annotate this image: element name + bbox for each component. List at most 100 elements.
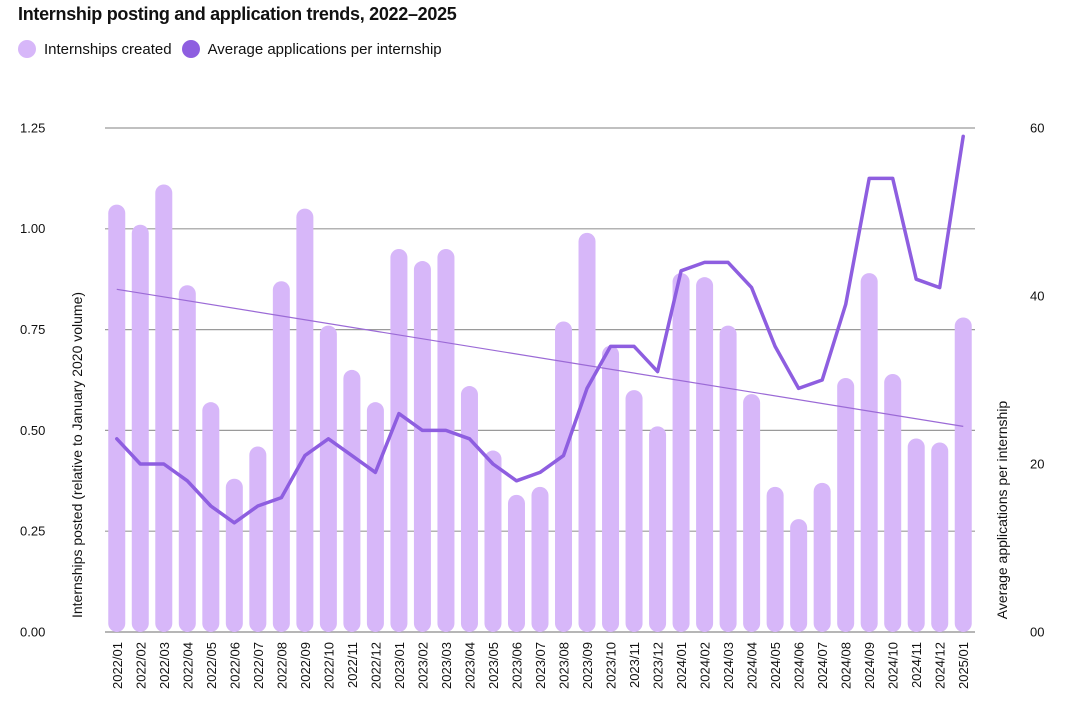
bar	[272, 281, 290, 632]
bars	[108, 184, 972, 632]
bar	[437, 248, 455, 632]
line-series	[115, 134, 965, 525]
bar	[507, 494, 525, 632]
bar	[907, 438, 925, 632]
x-tick-label: 2022/03	[157, 642, 172, 689]
bar	[672, 273, 690, 632]
bar	[225, 478, 243, 632]
x-tick-label: 2023/10	[604, 642, 619, 689]
bar	[319, 325, 337, 632]
x-tick-label: 2022/04	[180, 642, 195, 689]
x-tick-label: 2024/03	[721, 642, 736, 689]
x-tick-label: 2024/05	[768, 642, 783, 689]
bar	[790, 519, 808, 632]
bar	[813, 482, 831, 632]
bar	[719, 325, 737, 632]
x-tick-label: 2022/01	[110, 642, 125, 689]
bar	[837, 377, 855, 632]
x-tick-label: 2024/06	[792, 642, 807, 689]
x-tick-label: 2022/11	[345, 642, 360, 688]
bar	[249, 446, 267, 632]
x-tick-label: 2022/08	[274, 642, 289, 689]
x-tick-label: 2022/10	[321, 642, 336, 689]
bar	[696, 277, 714, 632]
y-tick-label: 1.25	[20, 120, 45, 135]
legend-label-applications: Average applications per internship	[207, 40, 442, 58]
bar	[954, 317, 972, 632]
bar	[131, 224, 149, 632]
bar	[366, 402, 384, 632]
bar	[602, 345, 620, 632]
y2-axis-title: Average applications per internship	[994, 401, 1010, 620]
trendline	[116, 288, 964, 427]
bar	[578, 232, 596, 632]
x-tick-label: 2023/12	[651, 642, 666, 689]
y-tick-label: 0.00	[20, 624, 45, 639]
bar	[296, 208, 314, 632]
legend-swatch-internships	[18, 40, 36, 58]
bar	[155, 184, 173, 632]
bar	[625, 390, 643, 632]
x-tick-label: 2023/09	[580, 642, 595, 689]
x-tick-label: 2024/07	[815, 642, 830, 689]
x-tick-label: 2024/04	[745, 642, 760, 689]
x-tick-label: 2022/07	[251, 642, 266, 689]
x-tick-label: 2022/06	[227, 642, 242, 689]
x-tick-label: 2023/04	[462, 642, 477, 689]
bar	[484, 450, 502, 632]
y-axis-title: Internships posted (relative to January …	[69, 292, 85, 618]
y2-tick-label: 00	[1030, 624, 1044, 639]
x-tick-label: 2022/05	[204, 642, 219, 689]
x-tick-label: 2024/01	[674, 642, 689, 689]
y-tick-label: 0.75	[20, 322, 45, 337]
trendline-group	[116, 288, 964, 427]
bar	[531, 486, 549, 632]
bar	[202, 402, 220, 632]
x-tick-label: 2024/08	[839, 642, 854, 689]
legend-label-internships: Internships created	[44, 40, 172, 58]
x-tick-label: 2023/08	[557, 642, 572, 689]
legend: Internships created Average applications…	[18, 40, 452, 58]
x-tick-label: 2023/06	[509, 642, 524, 689]
y2-tick-label: 40	[1030, 288, 1044, 303]
legend-item-internships: Internships created	[18, 40, 172, 58]
bar	[649, 426, 667, 632]
applications-line	[115, 134, 965, 525]
x-tick-label: 2024/09	[862, 642, 877, 689]
bar	[555, 321, 573, 632]
bar	[766, 486, 784, 632]
x-tick-label: 2025/01	[956, 642, 971, 689]
y-tick-label: 0.50	[20, 423, 45, 438]
bar	[743, 394, 761, 632]
bar	[931, 442, 949, 632]
x-tick-label: 2022/02	[133, 642, 148, 689]
chart-title: Internship posting and application trend…	[18, 4, 457, 24]
bar	[884, 373, 902, 632]
legend-item-applications: Average applications per internship	[181, 40, 442, 58]
y-tick-label: 0.25	[20, 524, 45, 539]
x-tick-label: 2023/03	[439, 642, 454, 689]
x-tick-label: 2022/09	[298, 642, 313, 689]
x-tick-label: 2024/12	[933, 642, 948, 689]
bar	[390, 248, 408, 632]
y2-tick-label: 60	[1030, 120, 1044, 135]
bar	[343, 369, 361, 632]
x-tick-label: 2024/11	[909, 642, 924, 688]
x-tick-label: 2024/02	[698, 642, 713, 689]
right-axis-ticks: 00 20 40 60	[1030, 120, 1044, 639]
bar	[860, 273, 878, 632]
left-axis-ticks: 0.00 0.25 0.50 0.75 1.00 1.25	[20, 120, 45, 639]
x-tick-label: 2023/07	[533, 642, 548, 689]
x-tick-label: 2023/11	[627, 642, 642, 688]
x-axis-ticks: 2022/01 2022/02 2022/03 2022/04 2022/05 2022/…	[110, 642, 971, 689]
bar	[108, 204, 126, 632]
legend-swatch-applications	[181, 40, 200, 58]
x-tick-label: 2023/05	[486, 642, 501, 689]
x-tick-label: 2023/01	[392, 642, 407, 689]
x-tick-label: 2024/10	[886, 642, 901, 689]
x-tick-label: 2023/02	[415, 642, 430, 689]
x-tick-label: 2022/12	[368, 642, 383, 689]
bar	[178, 285, 196, 632]
bar	[460, 386, 478, 632]
